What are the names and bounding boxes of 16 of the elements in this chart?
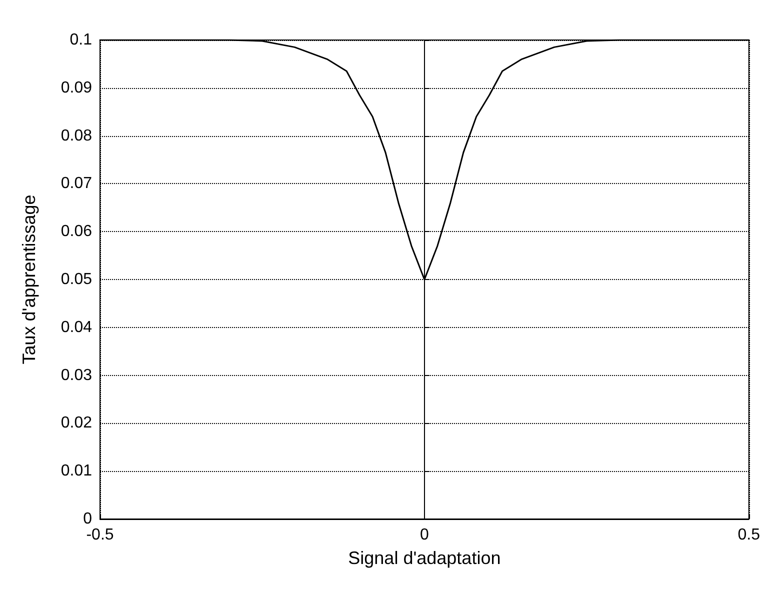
x-tick-label: -0.5 [86, 526, 114, 544]
y-tick-label: 0.08 [60, 127, 92, 144]
x-axis-title: Signal d'adaptation [348, 548, 501, 568]
y-tick-label: 0.03 [60, 366, 92, 384]
y-tick-label: 0.09 [60, 79, 92, 96]
y-tick-label: 0.07 [60, 175, 92, 192]
y-tick-label: 0.1 [70, 32, 92, 48]
y-tick-label: 0.06 [60, 223, 92, 240]
x-tick-label: 0 [420, 526, 429, 544]
y-axis-title: Taux d'apprentissage [19, 194, 39, 364]
y-tick-label: 0.04 [60, 318, 92, 336]
y-tick-label: 0.01 [60, 462, 92, 480]
x-tick-label: 0.5 [738, 526, 760, 544]
y-tick-label: 0 [83, 510, 92, 528]
y-tick-label: 0.02 [60, 414, 92, 432]
y-tick-label: 0.05 [60, 271, 92, 288]
